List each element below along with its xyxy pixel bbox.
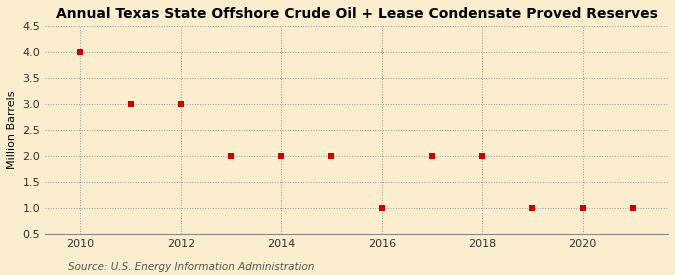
Title: Annual Texas State Offshore Crude Oil + Lease Condensate Proved Reserves: Annual Texas State Offshore Crude Oil + … — [55, 7, 657, 21]
Point — [577, 206, 588, 210]
Point — [125, 102, 136, 106]
Point — [427, 154, 437, 158]
Text: Source: U.S. Energy Information Administration: Source: U.S. Energy Information Administ… — [68, 262, 314, 272]
Point — [628, 206, 639, 210]
Point — [75, 50, 86, 54]
Point — [527, 206, 538, 210]
Point — [225, 154, 236, 158]
Point — [376, 206, 387, 210]
Y-axis label: Million Barrels: Million Barrels — [7, 91, 17, 169]
Point — [477, 154, 487, 158]
Point — [176, 102, 186, 106]
Point — [276, 154, 287, 158]
Point — [326, 154, 337, 158]
